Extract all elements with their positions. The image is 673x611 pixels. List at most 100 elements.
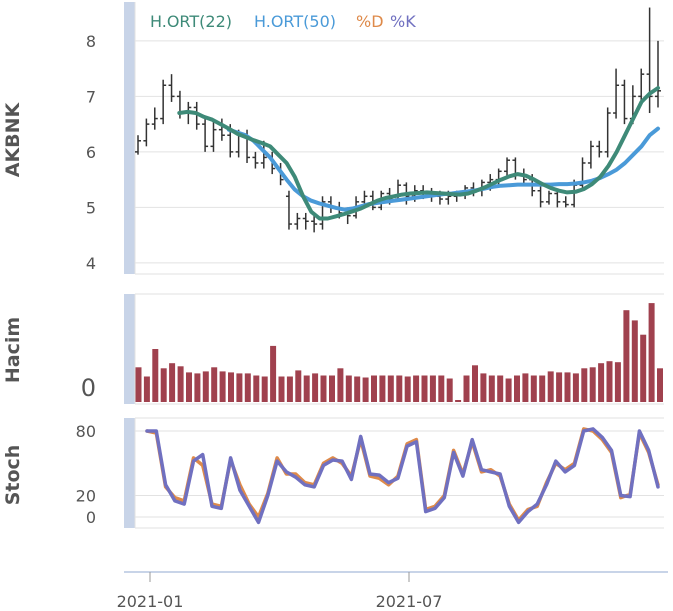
volume-bar [152,349,159,402]
grid-layer [124,2,668,573]
ohlc-bar [143,118,150,147]
volume-bar [589,367,596,402]
volume-bar [278,376,285,402]
volume-bar [270,345,277,402]
volume-bar [379,375,386,402]
ohlc-bar [655,40,661,108]
volume-bar [446,378,453,402]
ohlc-bar [218,118,225,141]
stoch-tick-label: 0 [86,508,96,527]
stoch-panel-ylabel: Stoch [2,445,24,506]
volume-bar [421,375,428,402]
volume-bar [135,367,142,402]
volume-bar [614,362,621,402]
x-tick-label: 2021-01 [117,592,184,611]
price-panel-band [124,2,135,274]
ohlc-bar [545,190,552,205]
volume-panel-band [124,294,135,404]
price-panel-ylabel: AKBNK [2,101,24,177]
price-tick-label: 5 [86,198,96,217]
stoch-k-line [145,427,660,525]
ohlc-bar [596,140,603,158]
volume-bar [169,363,176,402]
ohlc-bar [193,101,200,130]
volume-bar [329,375,335,402]
volume-bar [345,375,352,402]
volume-bar [606,361,613,402]
ohlc-bar [210,118,217,152]
ohlc-bar [311,215,318,233]
volume-bar [530,375,537,402]
volume-bar [286,376,293,402]
volume-panel-ylabel: Hacim [2,317,24,383]
volume-bar [362,377,369,402]
ohlc-bar [604,107,611,158]
volume-bar [236,373,243,402]
volume-bar [177,366,184,402]
ohlc-bar [562,196,569,208]
ohlc-bar [168,74,175,102]
volume-bar [556,372,563,402]
ohlc-bar [294,212,301,230]
price-tick-label: 8 [86,32,96,51]
stoch-panel-band [124,418,135,528]
volume-bar [337,368,344,402]
volume-bar [160,368,167,402]
ohlc-bar [135,135,141,155]
ohlc-bar [202,118,209,152]
legend: H.ORT(22) H.ORT(50) %D %K [150,12,416,31]
volume-bar [598,363,605,402]
volume-bar [211,367,218,402]
volume-bar [547,371,554,402]
volume-bar [219,371,226,402]
volume-bar [202,371,209,402]
volume-bar [522,373,529,402]
volume-bar [581,368,588,402]
volume-bar [631,320,638,402]
x-tick-label: 2021-07 [376,592,443,611]
ohlc-bar [638,68,645,102]
volume-bar [194,373,201,402]
volume-bar [623,310,630,402]
ohlc-bar [579,157,586,191]
volume-bar [295,370,302,402]
volume-bar [320,375,327,402]
volume-bar [564,372,571,402]
volume-bar [463,375,470,402]
volume-bar [303,375,310,402]
volume-bar [539,375,546,402]
series-lines [145,86,660,525]
ohlc-bar [554,190,561,208]
volume-bar [497,375,504,402]
volume-bar [143,376,150,402]
ohlc-bar [504,157,511,177]
volume-bar [480,373,487,402]
legend-entry-ma50: H.ORT(50) [254,12,336,31]
volume-bar [472,365,478,402]
volume-tick-label: 0 [81,374,96,402]
stoch-tick-label: 20 [76,487,96,506]
ohlc-bar [369,190,376,211]
ohlc-bar [151,107,158,130]
price-tick-label: 6 [86,143,96,162]
volume-bar [387,375,394,402]
volume-bar [429,375,436,402]
ohlc-bar [613,68,620,119]
volume-bar [413,375,420,402]
ohlc-bar [302,212,309,230]
volume-bar [244,373,251,402]
legend-entry-d: %D [356,12,384,31]
volume-bar [640,334,647,402]
volume-bar [572,373,579,402]
price-tick-label: 4 [86,254,96,273]
volume-bar [354,376,361,402]
volume-bar [648,303,655,402]
ohlc-bar [587,140,594,169]
ohlc-bar [160,79,167,125]
volume-bar [455,400,462,402]
volume-bar [438,375,445,402]
ohlc-bar [252,151,259,169]
volume-bar [396,375,403,402]
